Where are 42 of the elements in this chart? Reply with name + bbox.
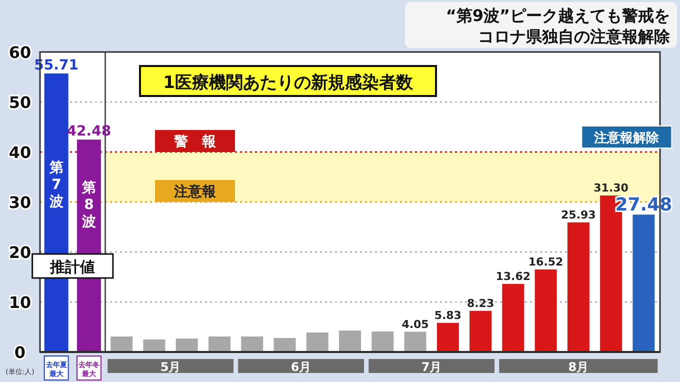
y-tick-label: 50 [8,93,32,112]
y-tick-label: 30 [8,193,32,212]
data-label: 25.93 [561,208,596,222]
text: 7月 [421,360,442,374]
annotation: 推計値 [49,258,96,276]
text: 1医療機関あたりの新規感染者数 [163,73,414,93]
y-tick-label: 10 [8,293,32,312]
data-label: 31.30 [594,182,629,194]
bar [274,338,296,352]
bar [176,338,198,352]
bar [241,336,264,352]
annotation: 第8波 [80,180,96,230]
bar [110,336,133,352]
annotation: 第7波 [48,160,64,210]
bar [372,332,394,352]
bar [339,330,361,352]
annotation: 注意報解除 [593,130,660,146]
y-tick-label: 40 [8,143,32,162]
ref-line-label: 注意報 [173,183,217,200]
y-tick-label: 0 [14,343,26,362]
bar [632,214,655,352]
bar [534,269,557,352]
bar [404,332,426,352]
bar [502,284,524,352]
data-label: 16.52 [528,255,564,268]
y-tick-label: 60 [8,43,32,62]
chart-subtitle: “第9波”ピーク越えても警戒をコロナ県独自の注意報解除 [446,6,671,46]
text: 8月 [568,360,589,374]
bar [306,332,328,352]
y-tick-label: 20 [8,243,32,262]
data-label: 4.05 [402,318,429,331]
bar [470,310,492,352]
data-label: 5.83 [434,308,462,322]
bar [208,336,230,352]
bar [567,222,590,352]
data-label: 13.62 [496,270,531,283]
bar [436,322,459,352]
text: 6月 [290,360,312,374]
data-label: 8.23 [466,296,494,310]
bar [143,340,166,352]
ref-line-label: 警 報 [173,134,217,150]
text: 5月 [160,360,181,374]
